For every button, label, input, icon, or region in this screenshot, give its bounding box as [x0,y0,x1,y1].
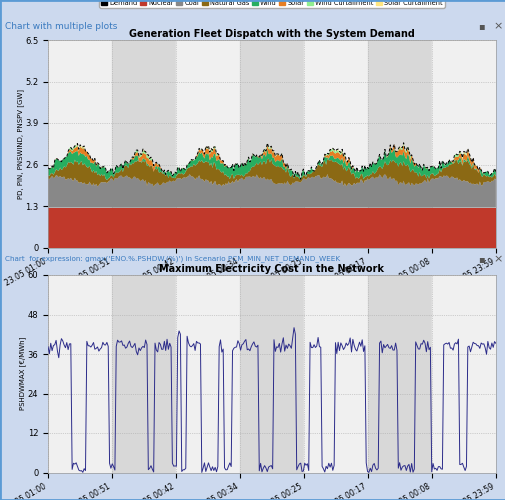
Text: ×: × [492,21,502,31]
Bar [239,40,304,248]
Bar [304,40,367,248]
Bar [431,40,495,248]
Bar [176,40,239,248]
Bar [431,275,495,472]
Text: ▪: ▪ [477,21,484,31]
Bar [239,275,304,472]
Title: Maximum Electricity Cost in the Network: Maximum Electricity Cost in the Network [159,264,384,274]
Bar [112,275,176,472]
Y-axis label: PD, PIN, PNSWIND, PNSPV [GW]: PD, PIN, PNSWIND, PNSPV [GW] [17,89,24,198]
X-axis label: Time: Time [261,294,282,302]
Y-axis label: PSHDWMAX [€/MWh]: PSHDWMAX [€/MWh] [19,337,26,410]
Text: Chart with multiple plots: Chart with multiple plots [5,22,117,31]
Bar [48,275,112,472]
Text: ▪: ▪ [477,254,484,264]
Text: ×: × [492,254,502,264]
Bar [176,275,239,472]
Legend: Demand, Nuclear, Coal, Natural Gas, Wind, Solar, Wind Curtailment, Solar Curtail: Demand, Nuclear, Coal, Natural Gas, Wind… [99,0,444,8]
Title: Generation Fleet Dispatch with the System Demand: Generation Fleet Dispatch with the Syste… [129,29,414,39]
Bar [304,275,367,472]
Bar [112,40,176,248]
Text: Chart  for expression: gmax('ENO.%.PSHDW.(%)') in Scenario PCM_MIN_NET_DEMAND_WE: Chart for expression: gmax('ENO.%.PSHDW.… [5,256,339,262]
Bar [367,275,431,472]
Bar [367,40,431,248]
Bar [48,40,112,248]
